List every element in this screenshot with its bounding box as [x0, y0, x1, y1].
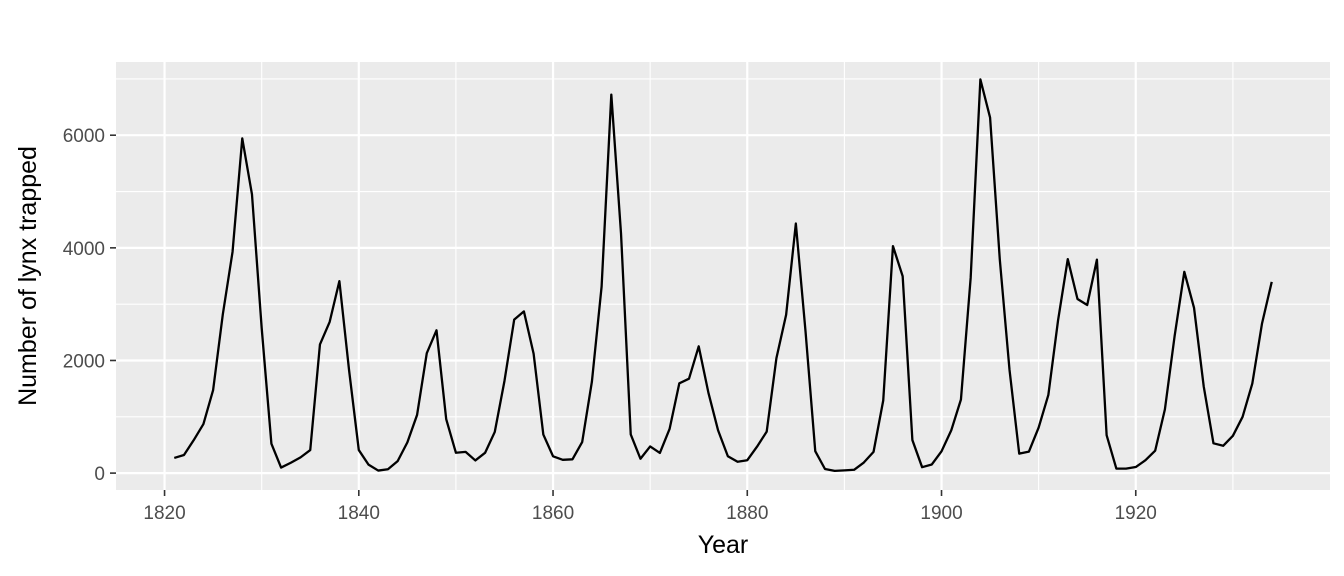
grid-major — [116, 62, 1330, 490]
x-tick-label: 1900 — [920, 503, 962, 524]
y-axis: 0 2000 4000 6000 — [63, 126, 116, 485]
x-tick-label: 1840 — [338, 503, 380, 524]
x-axis: 1820 1840 1860 1880 1900 1920 — [143, 490, 1157, 524]
x-tick-label: 1920 — [1115, 503, 1157, 524]
series-line — [173, 78, 1273, 473]
x-tick-label: 1860 — [532, 503, 574, 524]
x-axis-title: Year — [698, 531, 749, 559]
plot-panel — [116, 62, 1330, 490]
y-axis-title: Number of lynx trapped — [14, 146, 42, 406]
y-tick-label: 4000 — [63, 239, 105, 260]
grid-minor — [116, 62, 1330, 490]
y-tick-label: 2000 — [63, 351, 105, 372]
x-tick-label: 1880 — [726, 503, 768, 524]
y-tick-label: 6000 — [63, 126, 105, 147]
y-tick-label: 0 — [94, 464, 105, 485]
x-tick-label: 1820 — [143, 503, 185, 524]
